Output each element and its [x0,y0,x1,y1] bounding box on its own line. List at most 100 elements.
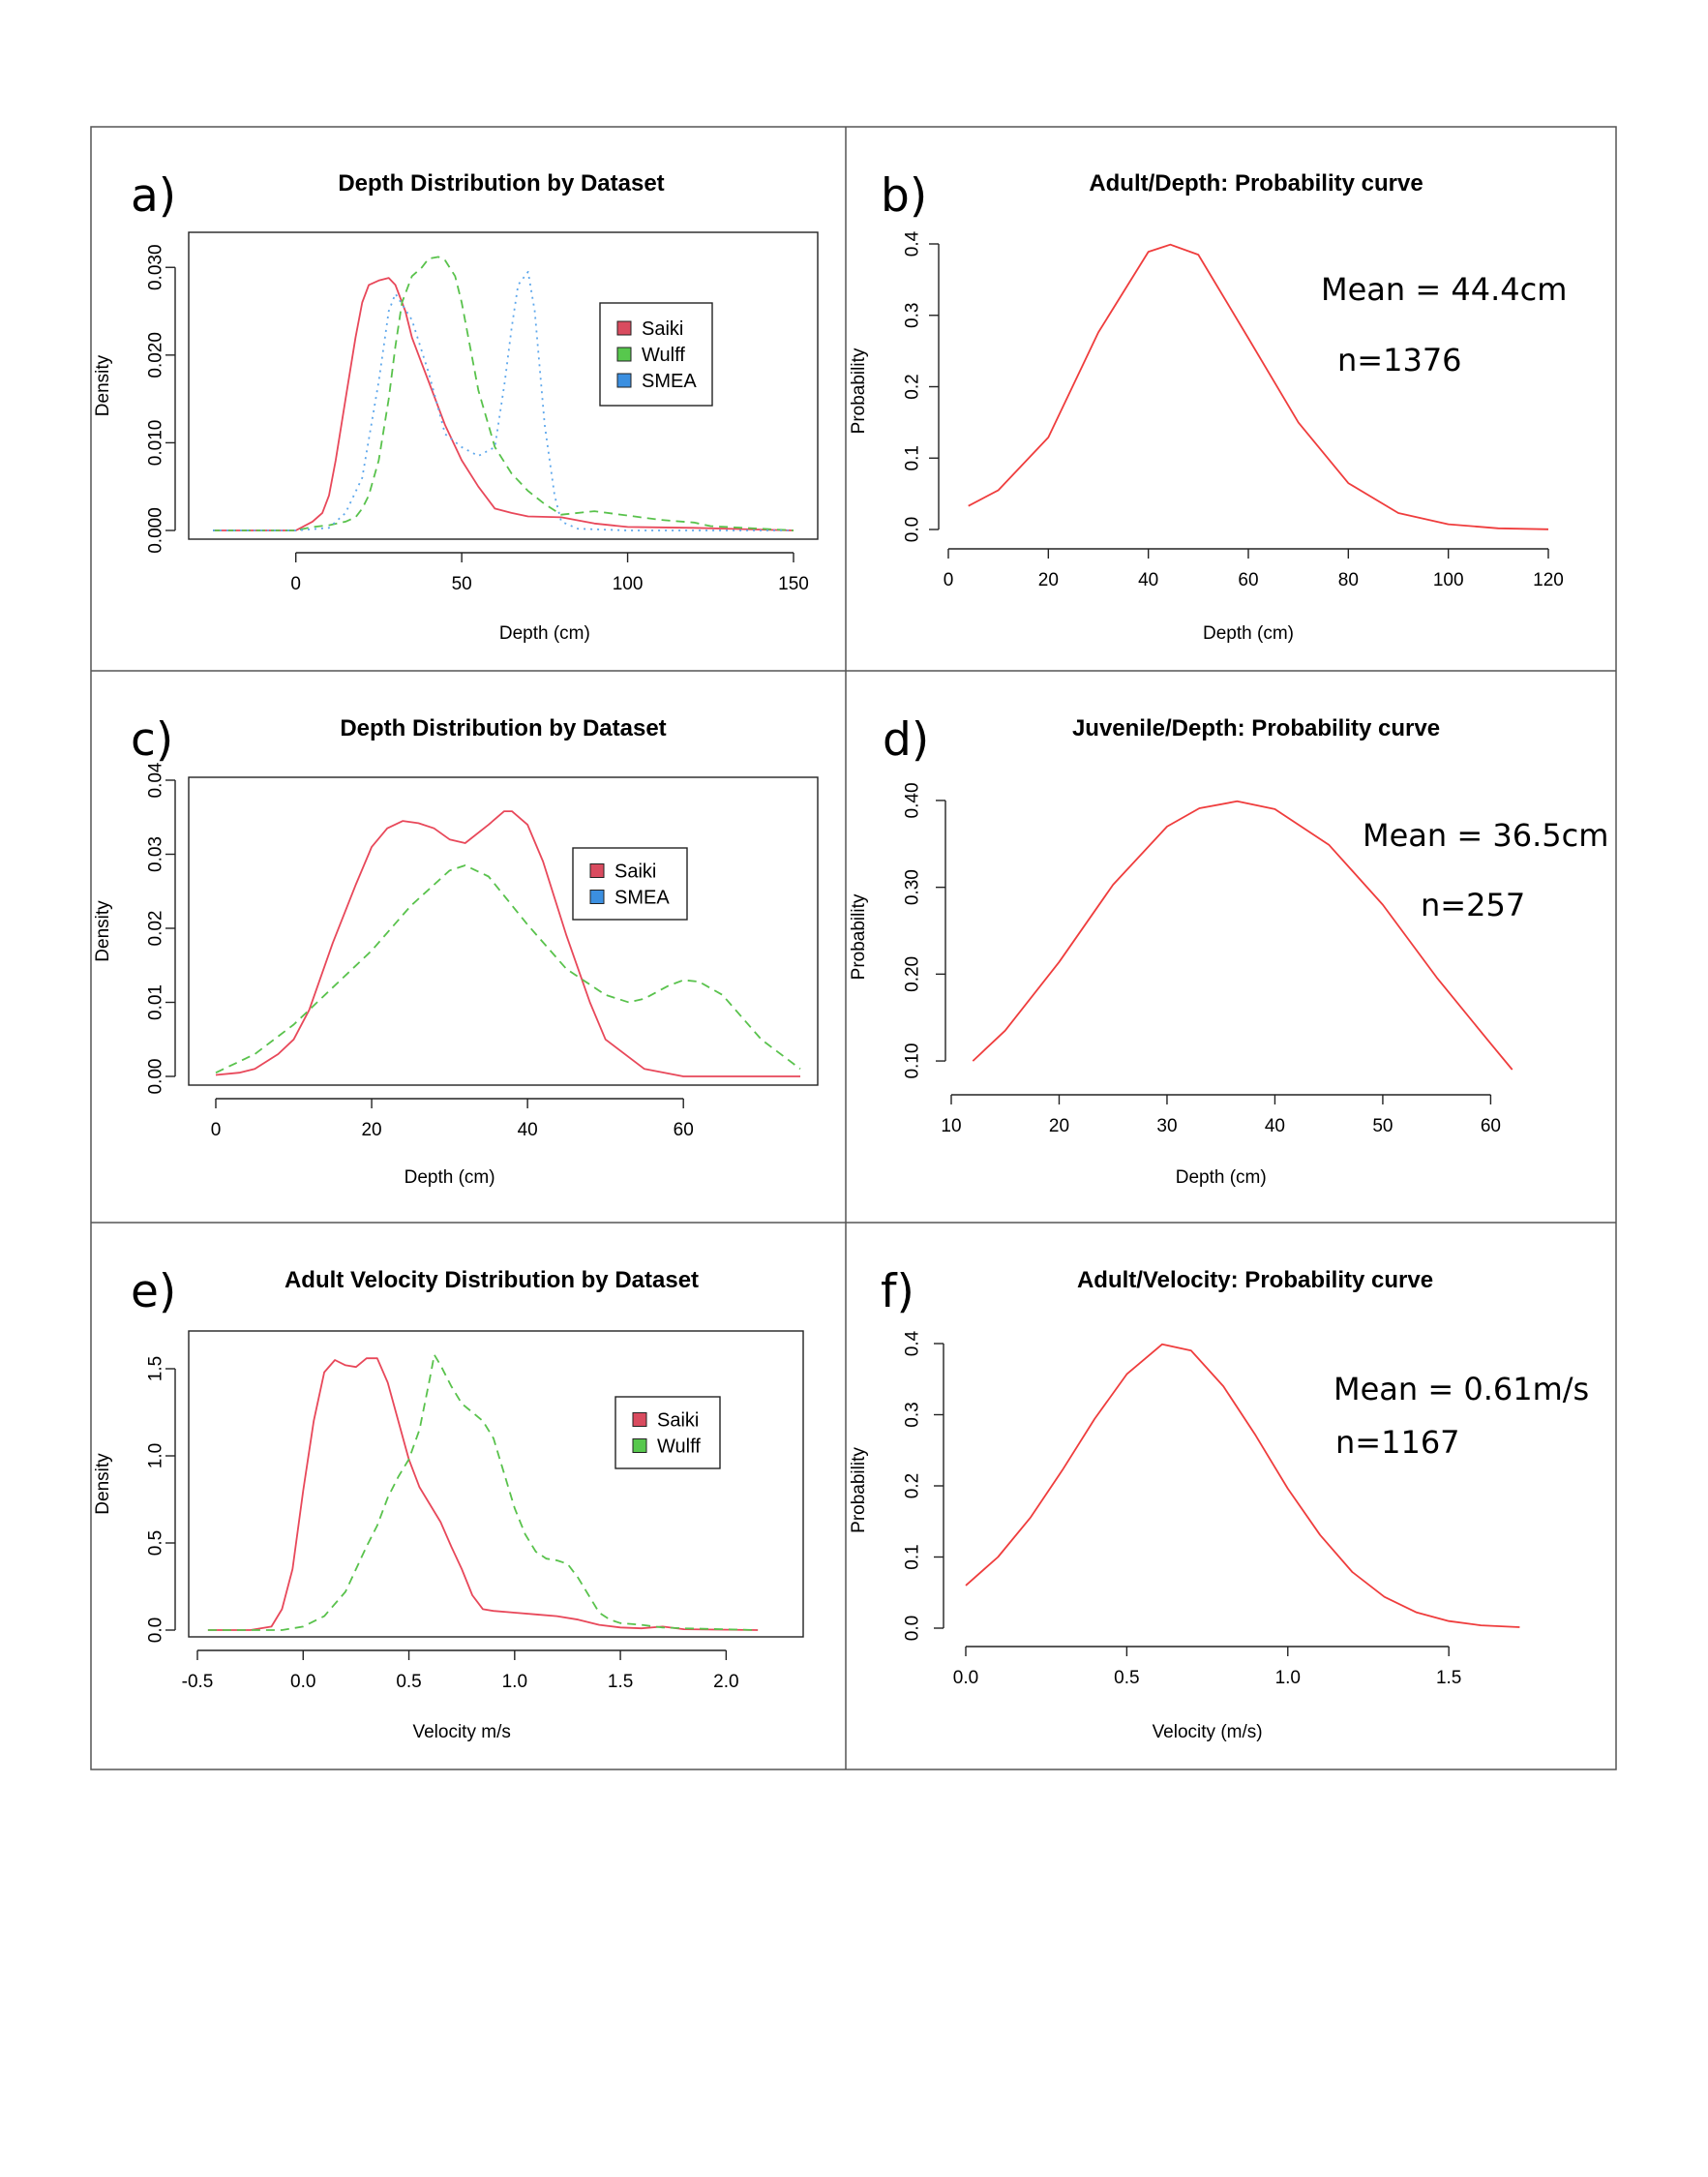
series-line-saiki [207,1357,759,1631]
y-tick-label: 0.0 [903,517,923,542]
chart-b-adult-depth-probability: 0 20 40 60 80 100 120 0.0 0.1 0.2 0.3 0.4 Depth (cm)… [849,230,1564,644]
x-tick-label: 1.0 [1275,1668,1301,1688]
plot-frame [188,776,819,1086]
y-axis-label: Probability [849,893,869,980]
panel-grid [90,126,1617,1770]
y-tick-label: 0.2 [903,1473,923,1498]
series-line-smea [215,864,801,1074]
annotation-n-d: n=257 [1421,887,1525,923]
panel-letter-d: d) [883,713,929,767]
y-tick-label: 0.02 [146,911,166,947]
y-tick-label: 0.1 [903,1544,923,1569]
legend-swatch-smea [616,373,632,388]
y-tick-label: 0.4 [903,230,923,257]
panel-title-b: Adult/Depth: Probability curve [1089,170,1423,197]
x-tick-label: 20 [361,1120,381,1140]
legend-swatch-smea [589,890,605,904]
x-tick-label: 10 [941,1116,961,1136]
x-tick-label: 100 [1433,570,1464,590]
x-tick-label: -0.5 [182,1672,214,1692]
y-axis-label: Density [93,354,113,416]
series-line-wulff [213,256,794,531]
legend-swatch-wulff [616,347,632,362]
panel-title-d: Juvenile/Depth: Probability curve [1072,715,1440,741]
y-tick-label: 0.04 [146,762,166,798]
panel-title-f: Adult/Velocity: Probability curve [1077,1267,1433,1293]
legend-label-wulff: Wulff [642,345,685,366]
x-tick-label: 2.0 [713,1672,738,1692]
x-tick-label: 60 [1481,1116,1501,1136]
y-axis-label: Probability [849,1447,869,1533]
y-tick-label: 0.010 [146,420,166,467]
x-tick-label: 80 [1338,570,1359,590]
y-tick-label: 0.0 [146,1618,166,1643]
series-line-probability-curve [972,800,1513,1071]
x-tick-label: 50 [1372,1116,1393,1136]
series-line-saiki [213,277,794,531]
y-axis-label: Probability [849,348,869,434]
legend-box [572,847,688,921]
annotation-n-b: n=1376 [1337,342,1462,378]
series-line-probability-curve [968,243,1549,530]
legend-swatch-saiki [632,1412,647,1427]
y-tick-label: 0.5 [146,1530,166,1556]
panel-title-a: Depth Distribution by Dataset [338,170,664,197]
y-tick-label: 0.20 [903,956,923,992]
x-axis-label: Depth (cm) [499,623,590,644]
legend: Saiki SMEA [572,847,688,921]
chart-d-juvenile-depth-probability: 10 20 30 40 50 60 0.10 0.20 0.30 0.40 Depth (cm) Pr… [849,782,1513,1188]
x-tick-label: 0.5 [396,1672,421,1692]
legend-label-saiki: Saiki [614,862,656,883]
plot-frame [188,1330,804,1638]
chart-f-adult-velocity-probability: 0.0 0.5 1.0 1.5 0.0 0.1 0.2 0.3 0.4 Velocity (m/s… [849,1330,1520,1742]
legend-label-smea: SMEA [614,888,670,909]
legend-label-saiki: Saiki [657,1410,699,1432]
y-tick-label: 1.5 [146,1356,166,1381]
y-tick-label: 0.3 [903,1402,923,1427]
y-axis-label: Density [93,900,113,962]
x-tick-label: 0.0 [290,1672,315,1692]
annotation-mean-b: Mean = 44.4cm [1321,271,1567,308]
y-tick-label: 0.01 [146,984,166,1020]
y-tick-label: 0.03 [146,836,166,872]
legend-swatch-saiki [616,320,632,336]
y-tick-label: 0.00 [146,1059,166,1095]
annotation-mean-f: Mean = 0.61m/s [1333,1371,1589,1407]
chart-e-velocity-distribution: -0.5 0.0 0.5 1.0 1.5 2.0 0.0 0.5 1.0 1.5 Velocity … [93,1330,804,1742]
y-tick-label: 0.1 [903,445,923,470]
y-tick-label: 0.10 [903,1043,923,1079]
y-tick-label: 0.2 [903,374,923,399]
x-tick-label: 0 [944,570,954,590]
x-axis-label: Depth (cm) [405,1167,495,1188]
legend-swatch-saiki [589,863,605,878]
legend-label-smea: SMEA [642,371,697,392]
chart-a-depth-distribution: 0 50 100 150 0.000 0.010 0.020 0.030 Depth (cm) D… [93,231,819,644]
outer-frame [90,126,1617,1770]
y-tick-label: 0.40 [903,782,923,818]
x-axis-label: Depth (cm) [1203,623,1294,644]
plot-frame [188,231,819,540]
x-tick-label: 0 [290,574,301,594]
y-axis-label: Density [93,1453,113,1515]
series-line-wulff [207,1353,759,1631]
series-line-saiki [215,810,800,1077]
x-tick-label: 1.5 [1436,1668,1461,1688]
series-line-probability-curve [965,1343,1520,1628]
series-line-smea [213,270,794,531]
legend-swatch-wulff [632,1438,647,1453]
x-tick-label: 60 [674,1120,694,1140]
y-tick-label: 0.030 [146,244,166,290]
panel-letter-a: a) [131,169,176,223]
x-tick-label: 1.5 [608,1672,633,1692]
x-tick-label: 0.5 [1114,1668,1139,1688]
x-axis-label: Velocity (m/s) [1153,1722,1263,1742]
x-tick-label: 20 [1038,570,1059,590]
annotation-mean-d: Mean = 36.5cm [1363,817,1608,854]
chart-c-depth-distribution: 0 20 40 60 0.00 0.01 0.02 0.03 0.04 Depth (cm) Den… [93,762,819,1188]
y-tick-label: 0.3 [903,303,923,328]
legend-label-wulff: Wulff [657,1436,701,1458]
legend-label-saiki: Saiki [642,318,683,340]
y-tick-label: 0.0 [903,1616,923,1641]
panel-title-e: Adult Velocity Distribution by Dataset [285,1267,699,1293]
